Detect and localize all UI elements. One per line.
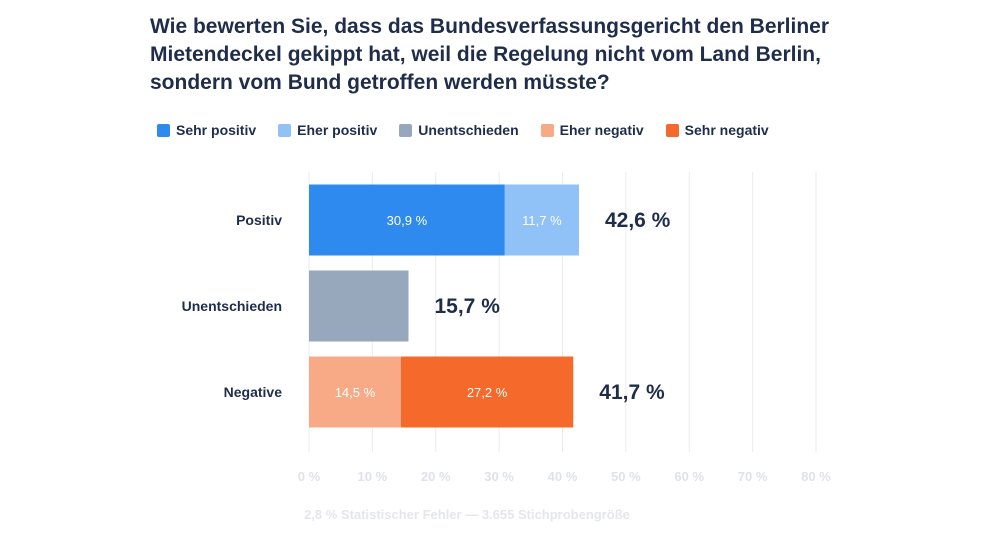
x-tick-label: 80 % xyxy=(801,469,831,484)
x-tick-label: 50 % xyxy=(611,469,641,484)
x-tick-label: 10 % xyxy=(358,469,388,484)
chart-legend: Sehr positiv Eher positiv Unentschieden … xyxy=(157,122,791,138)
legend-item-sehr-positiv: Sehr positiv xyxy=(157,122,256,138)
x-tick-label: 40 % xyxy=(548,469,578,484)
legend-label-sehr-negativ: Sehr negativ xyxy=(684,122,769,138)
legend-label-sehr-positiv: Sehr positiv xyxy=(176,122,257,138)
x-tick-label: 0 % xyxy=(298,469,321,484)
chart-title: Wie bewerten Sie, dass das Bundesverfass… xyxy=(150,15,830,94)
bar-segment-eher-negativ xyxy=(309,356,401,428)
legend-label-unentschieden: Unentschieden xyxy=(418,122,519,138)
legend-label-eher-positiv: Eher positiv xyxy=(297,122,378,138)
legend-item-eher-negativ: Eher negativ xyxy=(540,122,644,138)
bar-segment-eher-positiv xyxy=(504,184,579,256)
x-tick-label: 70 % xyxy=(738,469,768,484)
segment-label-eher-positiv: 11,7 % xyxy=(522,213,562,228)
legend-swatch-sehr-negativ xyxy=(665,123,679,137)
legend-swatch-eher-negativ xyxy=(540,123,554,137)
category-label-positiv: Positiv xyxy=(236,212,282,228)
legend-swatch-unentschieden xyxy=(399,123,413,137)
total-label-unentschieden: 15,7 % xyxy=(434,295,500,318)
legend-item-eher-positiv: Eher positiv xyxy=(278,122,377,138)
legend-item-unentschieden: Unentschieden xyxy=(399,122,519,138)
total-label-positiv: 42,6 % xyxy=(605,209,671,232)
legend-label-eher-negativ: Eher negativ xyxy=(559,122,644,138)
bar-segment-sehr-negativ xyxy=(400,356,574,428)
segment-label-eher-negativ: 14,5 % xyxy=(335,385,376,400)
x-tick-label: 30 % xyxy=(484,469,514,484)
bar-segment-sehr-positiv xyxy=(309,184,505,256)
total-label-negative: 41,7 % xyxy=(599,381,665,404)
legend-item-sehr-negativ: Sehr negativ xyxy=(665,122,769,138)
category-label-negative: Negative xyxy=(224,384,283,400)
x-tick-label: 60 % xyxy=(674,469,704,484)
chart-footer-note: 2,8 % Statistischer Fehler — 3.655 Stich… xyxy=(304,507,630,522)
x-tick-label: 20 % xyxy=(421,469,451,484)
category-label-unentschieden: Unentschieden xyxy=(182,298,282,314)
segment-label-sehr-positiv: 30,9 % xyxy=(387,213,428,228)
bar-segment-unentschieden xyxy=(309,270,409,342)
legend-swatch-sehr-positiv xyxy=(157,123,170,137)
legend-swatch-eher-positiv xyxy=(278,123,292,137)
segment-label-sehr-negativ: 27,2 % xyxy=(467,385,508,400)
